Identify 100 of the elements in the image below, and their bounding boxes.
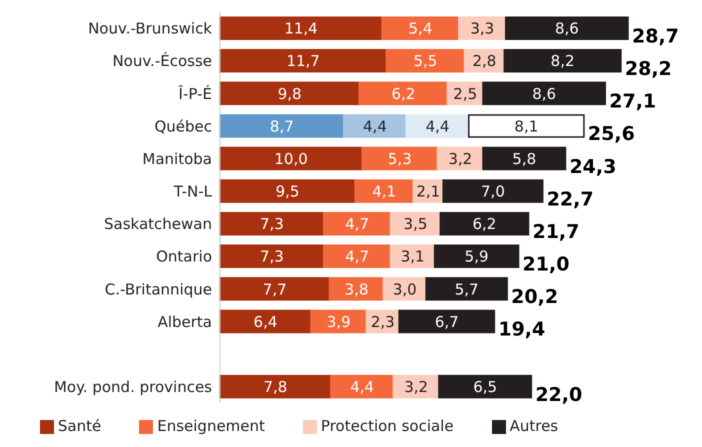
total-label: 21,0: [522, 254, 570, 276]
y-tick-label: Moy. pond. provinces: [54, 378, 212, 396]
data-label: 7,8: [264, 378, 288, 396]
data-label: 5,5: [413, 52, 438, 70]
bar: [442, 179, 544, 203]
bar: [219, 244, 325, 268]
bar: [219, 49, 388, 73]
data-label: 6,2: [391, 84, 416, 103]
data-label: 2,3: [370, 312, 395, 331]
bar: [381, 16, 460, 40]
data-label: 5,8: [512, 150, 536, 168]
bar: [323, 212, 392, 236]
bar: [219, 179, 356, 203]
bar: [219, 277, 330, 301]
bar: [386, 49, 466, 73]
bar: [361, 146, 438, 170]
bar: [482, 82, 606, 106]
data-label: 2,8: [472, 52, 496, 70]
bar: [323, 244, 392, 268]
data-label: 9,8: [278, 84, 302, 103]
y-tick-label: Saskatchewan: [104, 215, 212, 234]
total-label: 22,7: [546, 188, 594, 210]
data-label: 11,7: [286, 52, 320, 70]
total-label: 24,3: [569, 156, 616, 178]
data-label: 6,2: [472, 215, 496, 234]
total-label: 28,2: [624, 58, 672, 80]
bar: [440, 212, 530, 236]
data-label: 5,7: [454, 280, 479, 298]
bar: [482, 146, 566, 170]
data-label: 8,6: [554, 20, 579, 38]
data-label: 3,3: [470, 20, 494, 38]
bar: [219, 146, 363, 170]
data-label: 5,9: [464, 248, 489, 266]
total-label: 21,7: [532, 220, 580, 243]
data-label: 4,7: [345, 215, 370, 234]
data-label: 8,6: [532, 84, 556, 103]
bar: [330, 374, 394, 398]
bar: [438, 374, 532, 398]
data-label: 5,3: [388, 150, 412, 168]
y-tick-label: Manitoba: [142, 150, 212, 168]
bar: [405, 114, 470, 138]
data-label: 3,2: [448, 150, 472, 168]
data-label: 6,7: [434, 312, 459, 331]
bar: [425, 277, 508, 301]
data-label: 6,5: [473, 378, 498, 396]
y-tick-label: T-N-L: [172, 182, 213, 201]
data-label: 4,1: [372, 182, 396, 201]
data-label: 4,4: [426, 117, 450, 136]
data-label: 4,4: [350, 378, 374, 396]
bar: [434, 244, 520, 268]
bar: [398, 310, 496, 334]
data-label: 3,2: [404, 378, 428, 396]
data-label: 9,5: [276, 182, 300, 201]
total-label: 19,4: [498, 318, 546, 341]
bar: [468, 114, 585, 138]
total-label: 25,6: [588, 123, 635, 146]
y-tick-label: Québec: [154, 117, 212, 136]
bar: [219, 16, 383, 40]
bar: [219, 114, 344, 138]
y-tick-label: Alberta: [158, 312, 212, 331]
legend-label: Santé: [58, 417, 102, 435]
data-label: 2,1: [416, 182, 440, 201]
data-label: 3,9: [326, 312, 351, 331]
data-label: 10,0: [274, 150, 308, 168]
bar: [342, 114, 407, 138]
total-label: 22,0: [535, 384, 582, 406]
bar: [310, 310, 368, 334]
y-tick-label: Nouv.-Brunswick: [88, 20, 212, 38]
total-label: 28,7: [632, 25, 679, 48]
total-label: 20,2: [511, 286, 558, 308]
data-label: 7,3: [260, 215, 284, 234]
legend-label: Enseignement: [157, 417, 265, 435]
bar: [504, 16, 629, 40]
data-label: 2,5: [453, 84, 478, 103]
bar: [219, 310, 312, 334]
y-tick-label: C.-Britannique: [104, 280, 212, 298]
data-label: 3,1: [400, 248, 425, 266]
data-label: 7,7: [262, 280, 287, 298]
data-label: 3,0: [392, 280, 417, 298]
data-label: 7,0: [481, 182, 505, 201]
legend-label: Protection sociale: [320, 417, 454, 435]
data-label: 7,3: [260, 248, 284, 266]
data-label: 8,1: [514, 117, 538, 136]
y-tick-label: Î-P-É: [178, 84, 212, 103]
total-label: 27,1: [609, 90, 656, 113]
data-label: 3,8: [344, 280, 368, 298]
bar: [354, 179, 414, 203]
bar: [219, 82, 360, 106]
data-label: 3,5: [404, 215, 428, 234]
bar: [358, 82, 448, 106]
y-tick-label: Nouv.-Écosse: [112, 52, 212, 70]
bar: [219, 212, 325, 236]
data-label: 8,2: [550, 52, 575, 70]
data-label: 4,7: [345, 248, 370, 266]
data-label: 4,4: [363, 117, 387, 136]
bar: [219, 374, 332, 398]
bar: [504, 49, 622, 73]
data-label: 8,7: [270, 117, 294, 136]
legend-label: Autres: [510, 417, 558, 435]
data-label: 11,4: [284, 20, 318, 38]
